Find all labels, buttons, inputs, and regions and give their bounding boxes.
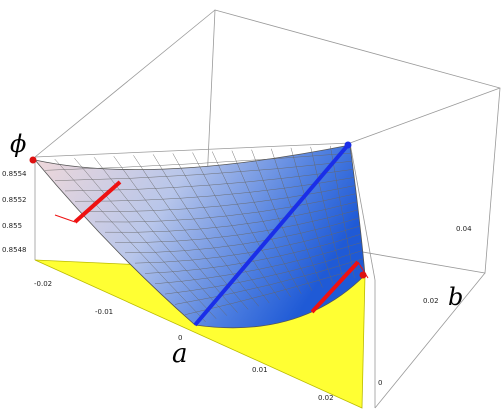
box-edge xyxy=(34,142,351,158)
a-tick-label: 0.02 xyxy=(318,394,334,402)
red-line-left-drop xyxy=(54,214,76,223)
mesh-line xyxy=(290,147,334,285)
phi-tick-label: 0.855 xyxy=(2,222,22,230)
phi-axis-label: ϕ xyxy=(10,130,26,158)
box-edge xyxy=(349,87,501,144)
a-axis-label: a xyxy=(172,339,188,369)
red-line-right xyxy=(310,260,360,314)
b-tick-label: 0 xyxy=(378,379,382,387)
a-tick-label: 0 xyxy=(178,334,182,342)
b-axis-label: b xyxy=(448,283,463,311)
mesh-line xyxy=(64,169,353,192)
mesh-line xyxy=(174,258,364,305)
corner-point-top xyxy=(344,141,352,149)
corner-point-right xyxy=(359,271,367,279)
surface-mesh xyxy=(44,145,365,323)
mesh-line xyxy=(74,177,354,202)
bounding-box xyxy=(34,9,501,409)
mesh-line xyxy=(310,146,344,282)
mesh-line xyxy=(124,217,359,254)
blue-line xyxy=(193,143,350,327)
mesh-line xyxy=(144,234,361,274)
mesh-line xyxy=(134,226,360,264)
b-tick-label: 0.02 xyxy=(423,297,439,305)
mesh-line xyxy=(133,155,249,310)
mesh-line xyxy=(164,250,363,295)
corner-point-left xyxy=(29,156,37,164)
mesh-line xyxy=(94,193,356,223)
mesh-line xyxy=(172,153,270,304)
mesh-line xyxy=(192,152,281,301)
mesh-line xyxy=(231,150,302,294)
a-tick-label: -0.01 xyxy=(95,308,113,316)
tick-labels: 0.8554 0.8552 0.855 0.8548 -0.02 -0.01 0 0.01 0.… xyxy=(2,170,472,402)
box-edge xyxy=(374,272,486,409)
phi-tick-label: 0.8548 xyxy=(2,246,27,254)
a-tick-label: 0.01 xyxy=(252,366,268,374)
mesh-line xyxy=(271,148,323,288)
mesh-line xyxy=(114,209,358,243)
a-tick-label: -0.02 xyxy=(34,280,52,288)
mesh-line xyxy=(54,158,206,323)
phi-tick-label: 0.8554 xyxy=(2,170,27,178)
phi-tick-label: 0.8552 xyxy=(2,196,27,204)
mesh-line xyxy=(211,151,291,297)
box-edge xyxy=(349,142,376,281)
box-edge xyxy=(34,9,216,158)
red-line-left xyxy=(73,180,122,224)
mesh-line xyxy=(104,201,357,233)
mesh-line xyxy=(84,185,355,212)
surface xyxy=(33,144,366,329)
mesh-line xyxy=(154,242,362,284)
b-tick-label: 0.04 xyxy=(456,225,472,233)
mesh-line xyxy=(152,154,259,307)
